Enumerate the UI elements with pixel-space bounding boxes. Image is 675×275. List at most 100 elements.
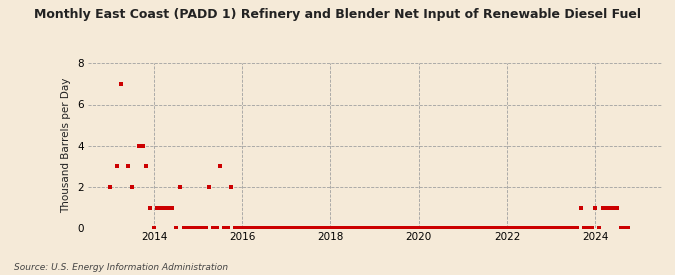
Point xyxy=(377,226,387,230)
Point xyxy=(505,226,516,230)
Point xyxy=(310,226,321,230)
Point xyxy=(395,226,406,230)
Point xyxy=(354,226,365,230)
Point xyxy=(218,226,229,230)
Point xyxy=(362,226,373,230)
Point xyxy=(491,226,502,230)
Point xyxy=(141,164,152,169)
Point xyxy=(159,205,170,210)
Point xyxy=(509,226,520,230)
Point xyxy=(399,226,410,230)
Point xyxy=(413,226,424,230)
Point xyxy=(248,226,259,230)
Point xyxy=(560,226,571,230)
Point xyxy=(240,226,251,230)
Point xyxy=(417,226,428,230)
Point xyxy=(215,164,225,169)
Point xyxy=(281,226,292,230)
Point xyxy=(185,226,196,230)
Point xyxy=(564,226,575,230)
Point xyxy=(535,226,545,230)
Point xyxy=(196,226,207,230)
Point xyxy=(549,226,560,230)
Point xyxy=(163,205,174,210)
Point xyxy=(152,205,163,210)
Point xyxy=(200,226,211,230)
Point xyxy=(369,226,380,230)
Point xyxy=(284,226,295,230)
Point xyxy=(392,226,402,230)
Point xyxy=(587,226,597,230)
Point xyxy=(612,205,623,210)
Point xyxy=(344,226,354,230)
Text: Source: U.S. Energy Information Administration: Source: U.S. Energy Information Administ… xyxy=(14,263,227,272)
Point xyxy=(296,226,306,230)
Point xyxy=(189,226,200,230)
Point xyxy=(273,226,284,230)
Point xyxy=(358,226,369,230)
Point xyxy=(616,226,626,230)
Point xyxy=(384,226,395,230)
Point xyxy=(461,226,472,230)
Point xyxy=(472,226,483,230)
Point xyxy=(524,226,535,230)
Point xyxy=(259,226,270,230)
Point xyxy=(380,226,391,230)
Point xyxy=(167,205,178,210)
Point xyxy=(443,226,454,230)
Point xyxy=(542,226,553,230)
Point xyxy=(620,226,630,230)
Point xyxy=(267,226,277,230)
Point xyxy=(211,226,222,230)
Point xyxy=(105,185,115,189)
Point xyxy=(123,164,134,169)
Point xyxy=(156,205,167,210)
Point xyxy=(568,226,578,230)
Point xyxy=(446,226,457,230)
Point xyxy=(270,226,281,230)
Point xyxy=(468,226,479,230)
Point xyxy=(387,226,398,230)
Point xyxy=(604,205,615,210)
Point xyxy=(554,226,564,230)
Point xyxy=(251,226,262,230)
Point xyxy=(465,226,476,230)
Point xyxy=(329,226,340,230)
Point xyxy=(546,226,557,230)
Point xyxy=(608,205,619,210)
Point xyxy=(300,226,310,230)
Point xyxy=(454,226,465,230)
Point xyxy=(148,226,159,230)
Point xyxy=(317,226,328,230)
Point xyxy=(138,144,148,148)
Point xyxy=(516,226,527,230)
Point xyxy=(333,226,344,230)
Point xyxy=(402,226,413,230)
Point xyxy=(171,226,182,230)
Point xyxy=(450,226,461,230)
Point xyxy=(623,226,634,230)
Point xyxy=(406,226,416,230)
Point xyxy=(425,226,435,230)
Point xyxy=(557,226,568,230)
Point xyxy=(306,226,317,230)
Point xyxy=(527,226,538,230)
Point xyxy=(538,226,549,230)
Y-axis label: Thousand Barrels per Day: Thousand Barrels per Day xyxy=(61,78,72,213)
Point xyxy=(178,226,189,230)
Point xyxy=(373,226,383,230)
Point xyxy=(421,226,431,230)
Point xyxy=(230,226,240,230)
Point xyxy=(366,226,377,230)
Point xyxy=(432,226,443,230)
Point xyxy=(340,226,350,230)
Point xyxy=(476,226,487,230)
Point xyxy=(347,226,358,230)
Point xyxy=(483,226,494,230)
Point xyxy=(145,205,156,210)
Point xyxy=(263,226,273,230)
Point xyxy=(601,205,612,210)
Point xyxy=(182,226,192,230)
Point xyxy=(126,185,137,189)
Point xyxy=(336,226,347,230)
